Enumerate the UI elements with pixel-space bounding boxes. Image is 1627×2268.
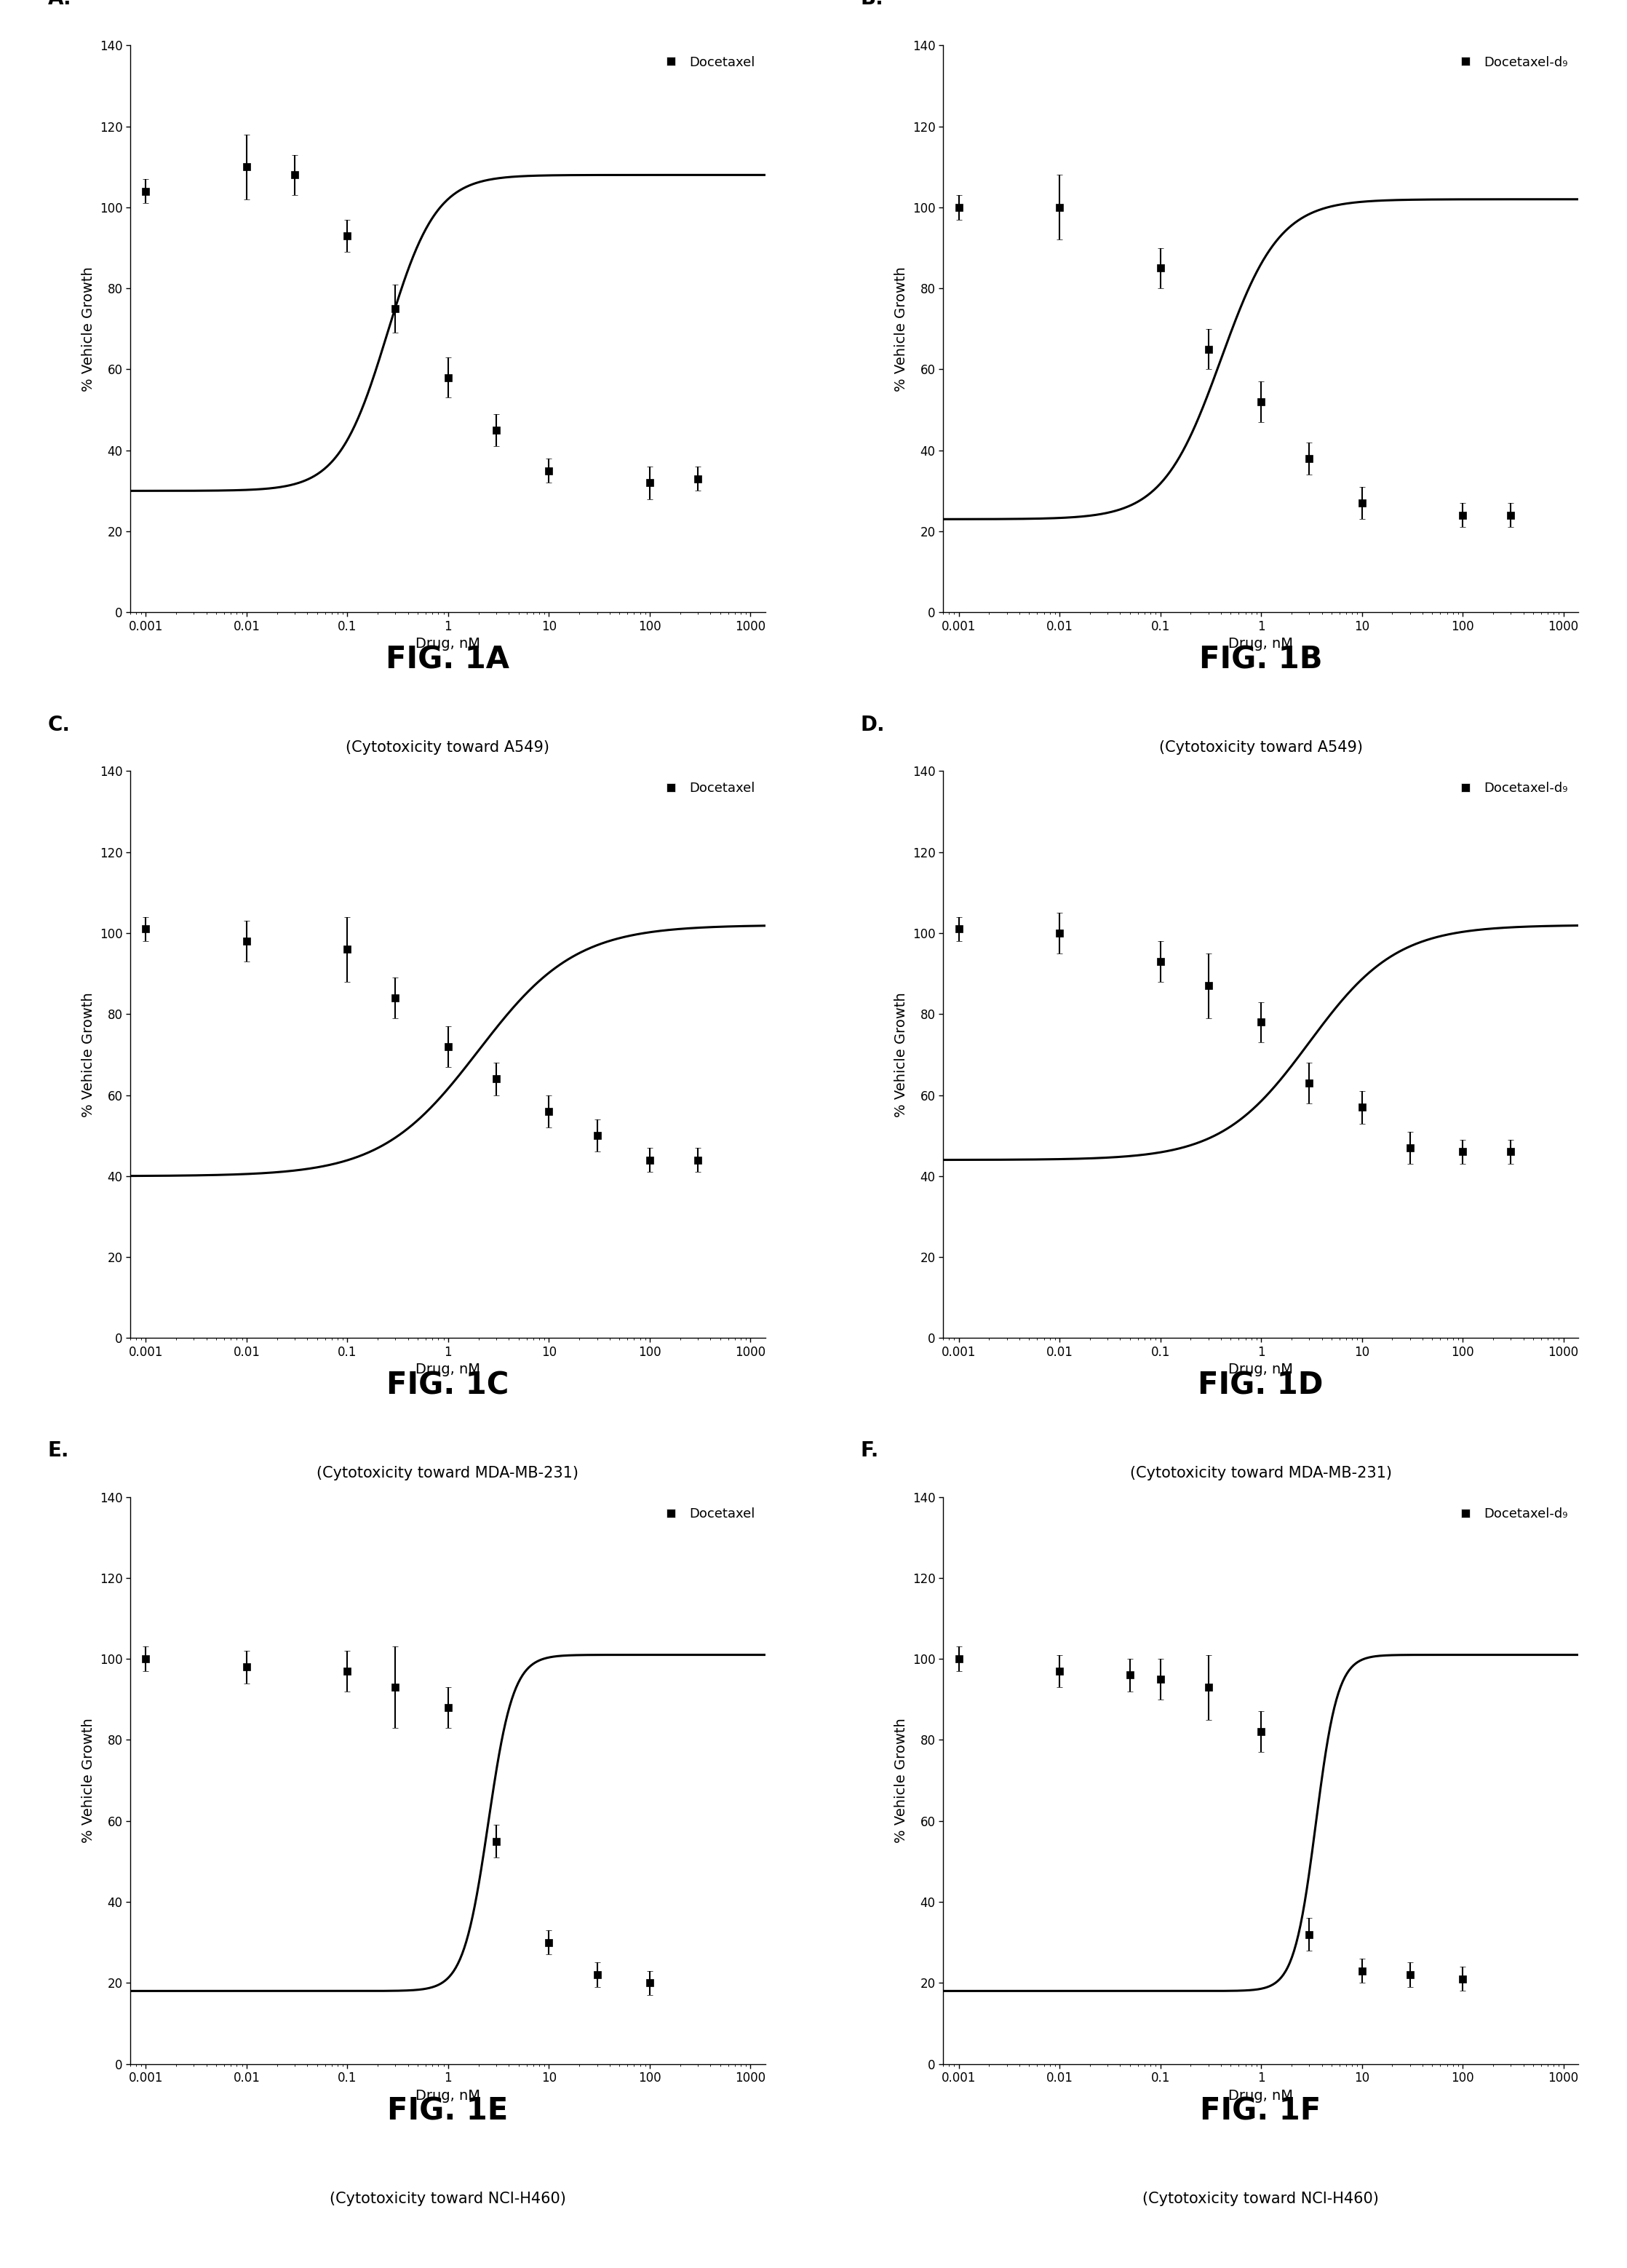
Text: E.: E. (47, 1440, 68, 1461)
Text: FIG. 1A: FIG. 1A (386, 644, 509, 676)
X-axis label: Drug, nM: Drug, nM (415, 637, 480, 651)
Text: (Cytotoxicity toward MDA-MB-231): (Cytotoxicity toward MDA-MB-231) (317, 1465, 579, 1481)
Text: FIG. 1F: FIG. 1F (1201, 2096, 1321, 2127)
Text: (Cytotoxicity toward NCI-H460): (Cytotoxicity toward NCI-H460) (330, 2191, 566, 2207)
Text: (Cytotoxicity toward A549): (Cytotoxicity toward A549) (347, 739, 550, 755)
Y-axis label: % Vehicle Growth: % Vehicle Growth (81, 265, 96, 392)
Text: FIG. 1E: FIG. 1E (387, 2096, 508, 2127)
Y-axis label: % Vehicle Growth: % Vehicle Growth (895, 991, 908, 1118)
X-axis label: Drug, nM: Drug, nM (415, 1363, 480, 1377)
Text: D.: D. (861, 714, 885, 735)
Text: (Cytotoxicity toward NCI-H460): (Cytotoxicity toward NCI-H460) (1142, 2191, 1378, 2207)
Y-axis label: % Vehicle Growth: % Vehicle Growth (895, 1717, 908, 1844)
Text: A.: A. (47, 0, 72, 9)
Legend: Docetaxel: Docetaxel (654, 52, 758, 73)
Text: B.: B. (861, 0, 883, 9)
Legend: Docetaxel: Docetaxel (654, 1504, 758, 1524)
Text: (Cytotoxicity toward A549): (Cytotoxicity toward A549) (1158, 739, 1362, 755)
Legend: Docetaxel-d₉: Docetaxel-d₉ (1448, 52, 1572, 73)
Legend: Docetaxel-d₉: Docetaxel-d₉ (1448, 778, 1572, 798)
Text: FIG. 1B: FIG. 1B (1199, 644, 1323, 676)
X-axis label: Drug, nM: Drug, nM (1228, 2089, 1293, 2102)
Text: FIG. 1C: FIG. 1C (387, 1370, 509, 1402)
Text: F.: F. (861, 1440, 879, 1461)
Legend: Docetaxel: Docetaxel (654, 778, 758, 798)
Y-axis label: % Vehicle Growth: % Vehicle Growth (81, 991, 96, 1118)
Y-axis label: % Vehicle Growth: % Vehicle Growth (895, 265, 908, 392)
Legend: Docetaxel-d₉: Docetaxel-d₉ (1448, 1504, 1572, 1524)
Y-axis label: % Vehicle Growth: % Vehicle Growth (81, 1717, 96, 1844)
Text: (Cytotoxicity toward MDA-MB-231): (Cytotoxicity toward MDA-MB-231) (1129, 1465, 1391, 1481)
X-axis label: Drug, nM: Drug, nM (415, 2089, 480, 2102)
X-axis label: Drug, nM: Drug, nM (1228, 637, 1293, 651)
X-axis label: Drug, nM: Drug, nM (1228, 1363, 1293, 1377)
Text: C.: C. (47, 714, 70, 735)
Text: FIG. 1D: FIG. 1D (1197, 1370, 1323, 1402)
